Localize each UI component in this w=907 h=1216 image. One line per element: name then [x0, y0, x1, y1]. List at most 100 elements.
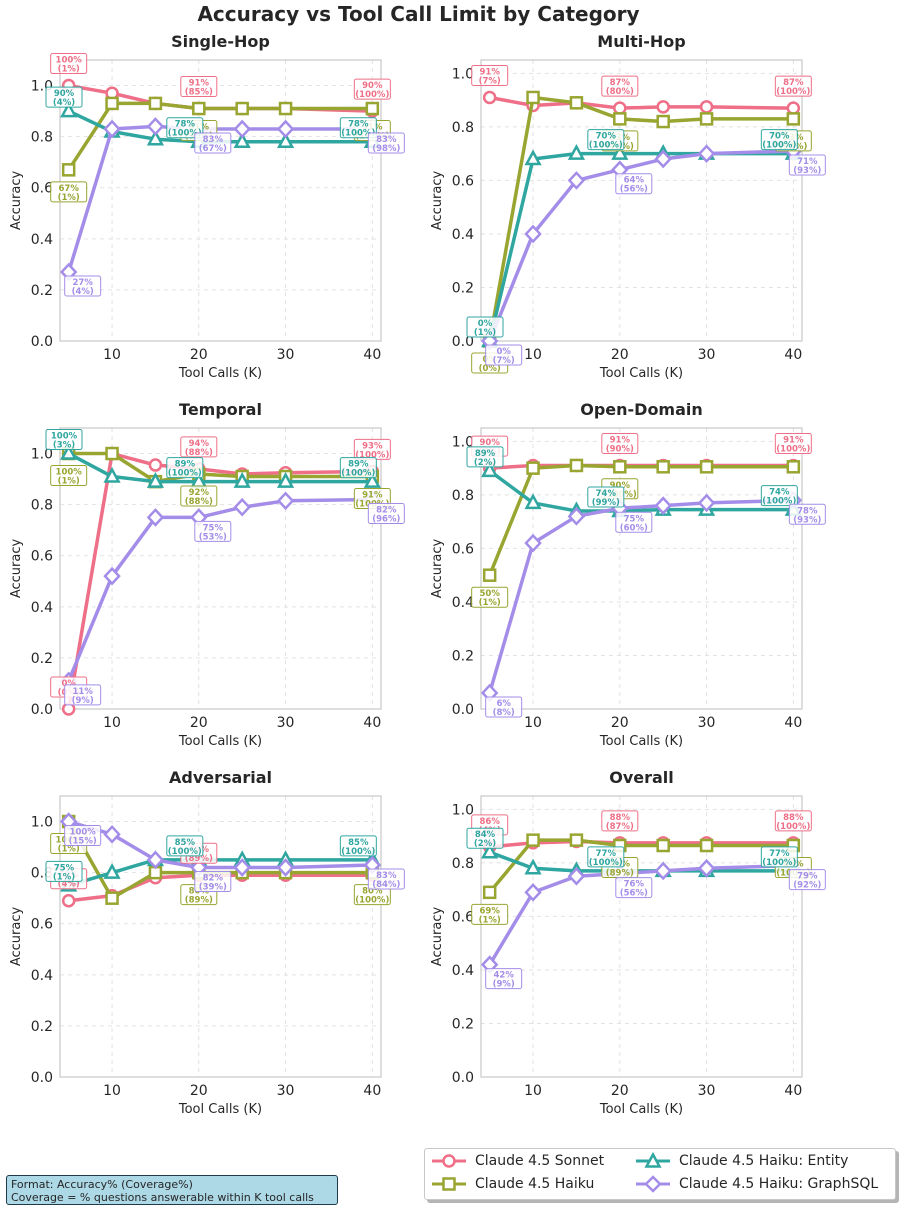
annotation-accuracy: 83%: [376, 135, 397, 145]
annotation-coverage: (100%): [168, 847, 202, 857]
annotation-coverage: (1%): [479, 915, 501, 925]
plot-area: [59, 427, 382, 710]
data-point-graphsql: [697, 858, 716, 878]
x-tick-label: 30: [277, 1083, 295, 1099]
chart-multi-hop: 0.0 0.2 0.4 0.6 0.8 1.0 10 20 30 40 Multi-Hop Tool …: [430, 32, 826, 381]
chart-title: Open-Domain: [580, 400, 703, 419]
data-point-haiku: [526, 833, 540, 847]
annotation-coverage: (1%): [58, 65, 80, 75]
y-tick-label: 0.6: [452, 173, 474, 189]
annotation-box: [601, 432, 639, 454]
annotation-box: [485, 344, 523, 366]
data-point-haiku: [569, 96, 584, 110]
annotation-graphsql: 71%(93%): [788, 154, 826, 176]
annotation-coverage: (93%): [793, 515, 821, 525]
x-axis-label: Tool Calls (K): [178, 366, 262, 381]
annotation-accuracy: 91%: [479, 67, 500, 77]
annotation-coverage: (92%): [793, 881, 821, 891]
x-tick-label: 20: [611, 1083, 629, 1099]
annotation-entity: 74%(99%): [587, 486, 625, 508]
annotation-entity: 85%(100%): [166, 835, 204, 857]
annotation-entity: 77%(100%): [587, 846, 625, 868]
annotation-coverage: (100%): [762, 141, 796, 151]
annotation-haiku: 67%(1%): [50, 181, 88, 203]
annotation-sonnet: 91%(90%): [601, 432, 639, 454]
annotation-sonnet: 90%(100%): [353, 78, 391, 100]
annotation-haiku: 92%(88%): [180, 485, 218, 507]
annotation-box: [64, 825, 102, 847]
annotation-box: [485, 968, 523, 990]
annotation-box: [194, 871, 232, 893]
annotation-sonnet: 91%(7%): [471, 64, 509, 86]
annotation-graphsql: 6%(8%): [485, 696, 523, 718]
annotation-box: [760, 129, 798, 151]
chart-overall: 0.0 0.2 0.4 0.6 0.8 1.0 10 20 30 40 Overall Tool Ca…: [430, 768, 826, 1117]
annotation-box: [615, 877, 653, 899]
data-point-entity: [60, 101, 78, 118]
annotation-accuracy: 70%: [596, 132, 617, 142]
annotation-accuracy: 94%: [189, 439, 210, 449]
annotation-coverage: (100%): [341, 847, 375, 857]
y-tick-label: 0.0: [452, 1070, 474, 1086]
annotation-box: [50, 53, 88, 75]
annotation-accuracy: 90%: [610, 481, 631, 491]
data-point-haiku: [365, 101, 380, 116]
annotation-accuracy: 100%: [56, 468, 83, 478]
data-point-entity: [524, 149, 542, 166]
x-tick-label: 10: [103, 347, 121, 363]
annotation-accuracy: 82%: [203, 874, 224, 884]
annotation-box: [788, 503, 826, 525]
data-point-graphsql: [524, 883, 542, 902]
annotation-box: [471, 903, 509, 925]
data-point-entity: [60, 443, 78, 460]
annotation-coverage: (100%): [168, 469, 202, 479]
annotation-coverage: (85%): [185, 88, 213, 98]
annotation-coverage: (96%): [372, 515, 400, 525]
annotation-box: [760, 485, 798, 507]
legend-item-graphsql: Claude 4.5 Haiku: GraphSQL: [635, 1175, 878, 1193]
data-point-graphsql: [654, 496, 672, 515]
annotation-accuracy: 75%: [54, 863, 75, 873]
annotation-graphsql: 75%(60%): [615, 511, 653, 533]
data-point-entity: [524, 493, 542, 510]
annotation-sonnet: 93%(100%): [353, 438, 391, 460]
annotation-accuracy: 76%: [624, 880, 645, 890]
annotation-graphsql: 79%(92%): [788, 869, 826, 891]
annotation-accuracy: 11%: [72, 687, 93, 697]
x-axis-label: Tool Calls (K): [599, 734, 683, 749]
y-axis-label: Accuracy: [430, 539, 445, 599]
annotation-accuracy: 0%: [478, 319, 493, 329]
y-tick-label: 0.8: [452, 120, 474, 136]
annotation-coverage: (100%): [776, 87, 810, 97]
annotation-graphsql: 100%(15%): [64, 825, 102, 847]
legend-label-entity: Claude 4.5 Haiku: Entity: [679, 1153, 849, 1169]
annotation-accuracy: 88%: [610, 813, 631, 823]
x-tick-label: 30: [277, 715, 295, 731]
x-tick-label: 10: [103, 715, 121, 731]
x-tick-label: 40: [784, 347, 802, 363]
x-tick-label: 40: [784, 1083, 802, 1099]
annotation-coverage: (99%): [592, 498, 620, 508]
annotation-graphsql: 82%(39%): [194, 871, 232, 893]
y-axis-label: Accuracy: [9, 539, 24, 599]
annotation-accuracy: 79%: [797, 872, 818, 882]
annotation-graphsql: 76%(56%): [615, 877, 653, 899]
y-tick-label: 0.0: [31, 1070, 53, 1086]
x-tick-label: 30: [277, 347, 295, 363]
annotation-coverage: (7%): [479, 76, 501, 86]
y-tick-label: 0.2: [31, 283, 53, 299]
annotation-accuracy: 75%: [203, 523, 224, 533]
annotation-box: [64, 275, 102, 297]
annotation-box: [587, 846, 625, 868]
annotation-accuracy: 91%: [189, 79, 210, 89]
annotation-haiku: 100%(1%): [50, 465, 88, 487]
x-axis-label: Tool Calls (K): [599, 366, 683, 381]
annotation-box: [166, 835, 204, 857]
annotation-entity: 70%(100%): [760, 129, 798, 151]
annotation-graphsql: 42%(9%): [485, 968, 523, 990]
annotation-sonnet: 87%(100%): [774, 75, 812, 97]
legend-item-haiku: Claude 4.5 Haiku: [431, 1175, 594, 1193]
data-point-graphsql: [276, 491, 295, 511]
annotation-graphsql: 83%(67%): [194, 132, 232, 154]
